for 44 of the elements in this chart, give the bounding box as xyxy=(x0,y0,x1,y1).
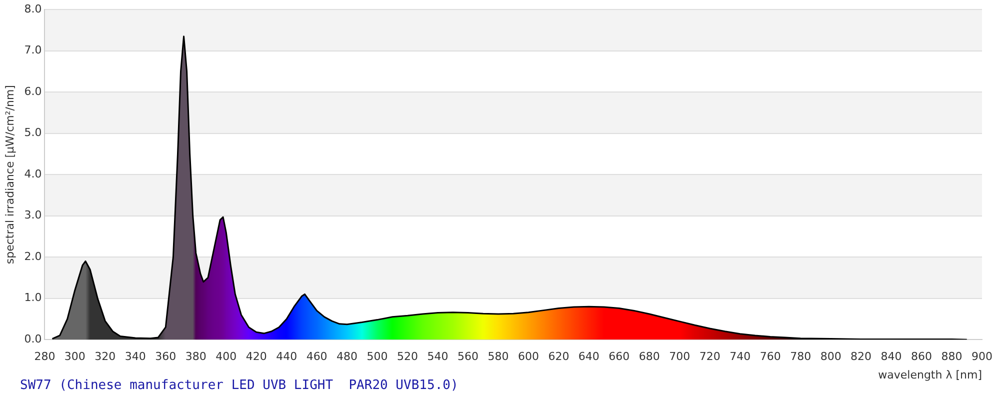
x-tick-label: 580 xyxy=(488,350,509,364)
y-tick-label: 1.0 xyxy=(24,291,42,304)
x-tick-label: 840 xyxy=(880,350,902,364)
y-tick-label: 7.0 xyxy=(24,44,42,57)
x-tick-label: 680 xyxy=(638,350,660,364)
x-tick-label: 520 xyxy=(397,350,418,364)
x-tick-label: 620 xyxy=(548,350,570,364)
x-tick-label: 880 xyxy=(941,350,962,364)
x-tick-label: 740 xyxy=(730,350,751,364)
x-tick-label: 720 xyxy=(699,350,720,364)
x-tick-label: 660 xyxy=(608,350,630,364)
y-tick-label: 3.0 xyxy=(24,208,42,222)
x-tick-label: 280 xyxy=(34,350,56,364)
x-tick-label: 800 xyxy=(820,350,842,364)
x-axis-title: wavelength λ [nm] xyxy=(878,368,982,382)
y-tick-label: 8.0 xyxy=(24,2,42,16)
x-tick-label: 820 xyxy=(850,350,872,364)
x-tick-label: 780 xyxy=(790,350,812,364)
x-tick-label: 700 xyxy=(669,350,690,364)
x-tick-label: 340 xyxy=(124,350,146,364)
y-tick-label: 6.0 xyxy=(24,84,42,98)
x-tick-label: 420 xyxy=(246,350,267,364)
y-tick-label: 5.0 xyxy=(24,126,42,140)
x-tick-label: 560 xyxy=(457,350,478,364)
x-tick-label: 300 xyxy=(64,350,86,364)
x-tick-label: 760 xyxy=(760,350,781,364)
x-tick-label: 640 xyxy=(578,350,600,364)
x-tick-label: 460 xyxy=(306,350,328,364)
x-tick-label: 380 xyxy=(185,350,206,364)
x-tick-label: 320 xyxy=(94,350,116,364)
x-tick-label: 860 xyxy=(911,350,932,364)
x-tick-label: 360 xyxy=(155,350,176,364)
x-tick-label: 540 xyxy=(427,350,448,364)
x-tick-label: 440 xyxy=(276,350,298,364)
text: SW77 (Chinese manufacturer LED UVB LIGHT PAR20 UVB15.0) xyxy=(20,378,458,393)
y-tick-label: 2.0 xyxy=(24,250,42,263)
y-tick-label: 0.0 xyxy=(24,332,42,346)
x-tick-label: 900 xyxy=(972,350,992,364)
x-tick-label: 480 xyxy=(336,350,358,364)
y-tick-label: 4.0 xyxy=(24,167,42,180)
y-axis-title: spectral irradiance [µW/cm²/nm] xyxy=(3,85,16,264)
x-tick-label: 500 xyxy=(366,350,388,364)
x-tick-label: 400 xyxy=(216,350,237,364)
x-tick-label: 600 xyxy=(518,350,539,364)
